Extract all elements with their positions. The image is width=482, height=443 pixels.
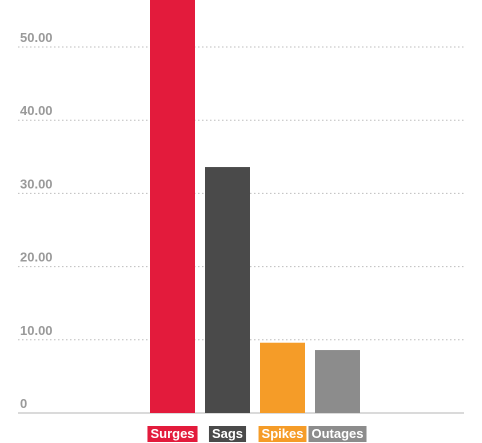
- category-label-text: Sags: [212, 426, 243, 441]
- category-label-surges: Surges: [147, 426, 198, 442]
- y-tick-label: 0: [20, 396, 27, 411]
- category-label-text: Surges: [150, 426, 194, 441]
- y-tick-label: 30.00: [20, 176, 53, 191]
- bar-sags: [205, 167, 250, 413]
- y-tick-label: 50.00: [20, 30, 53, 45]
- y-axis-tick-labels: 0 10.00 20.00 30.00 40.00 50.00: [20, 30, 53, 411]
- category-labels: Surges Sags Spikes Outages: [147, 426, 367, 442]
- y-tick-label: 20.00: [20, 250, 53, 265]
- category-label-sags: Sags: [208, 426, 247, 442]
- bars: [150, 0, 360, 414]
- y-tick-label: 10.00: [20, 323, 53, 338]
- category-label-background: [308, 426, 367, 442]
- category-label-outages: Outages: [308, 426, 367, 442]
- y-tick-label: 40.00: [20, 103, 53, 118]
- bar-outages: [315, 350, 360, 413]
- bar-spikes: [260, 342, 305, 413]
- category-label-text: Spikes: [262, 426, 304, 441]
- category-label-background: [147, 426, 198, 442]
- category-label-background: [258, 426, 307, 442]
- category-label-text: Outages: [311, 426, 363, 441]
- bar-surges: [150, 0, 195, 414]
- category-label-spikes: Spikes: [258, 426, 307, 442]
- category-label-background: [208, 426, 247, 442]
